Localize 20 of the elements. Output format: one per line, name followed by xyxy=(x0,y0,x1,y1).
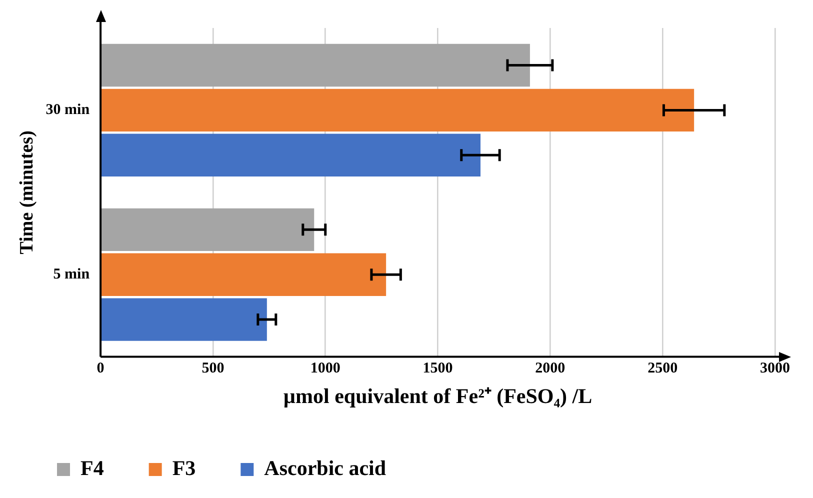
bar xyxy=(101,134,480,176)
y-axis-title: Time (minutes) xyxy=(16,130,38,254)
legend-label: Ascorbic acid xyxy=(264,456,386,480)
bar xyxy=(101,88,694,132)
x-axis-title: µmol equivalent of Fe²⁺ (FeSO₄) /L xyxy=(283,384,592,408)
x-tick-label: 2500 xyxy=(648,360,678,377)
legend-label: F3 xyxy=(172,456,196,480)
x-tick-label: 3000 xyxy=(760,360,790,377)
legend-label: F4 xyxy=(80,456,104,480)
y-tick-label: 30 min xyxy=(46,102,90,118)
x-tick-label: 2000 xyxy=(535,360,566,377)
x-tick-label: 500 xyxy=(202,360,224,377)
bar xyxy=(101,253,386,296)
x-tick-label: 1500 xyxy=(422,360,453,377)
bar xyxy=(101,208,314,252)
x-tick-label: 0 xyxy=(96,360,104,377)
bar xyxy=(101,298,267,341)
y-tick-label: 5 min xyxy=(53,266,90,282)
x-tick-label: 1000 xyxy=(310,360,340,377)
bar xyxy=(101,44,530,87)
